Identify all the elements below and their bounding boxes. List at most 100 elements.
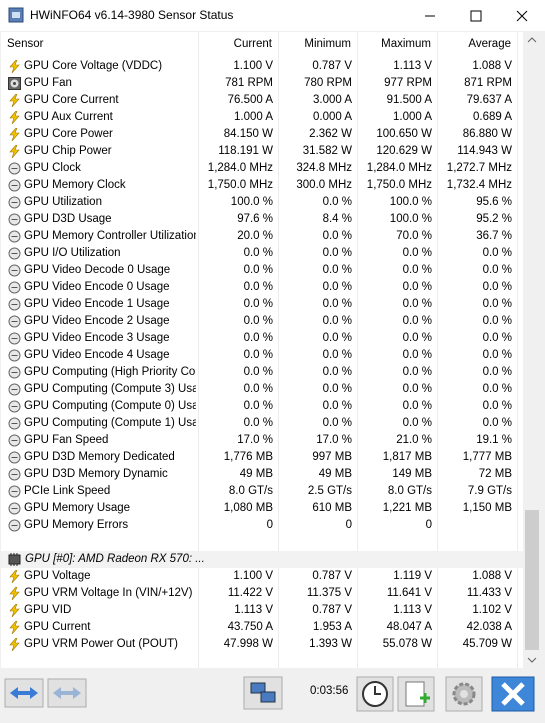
sensor-value: 0.0 % (243, 332, 273, 344)
sensor-value: 0.0 % (482, 298, 512, 310)
sensor-value: 45.709 W (462, 638, 512, 650)
window-controls[interactable] (420, 8, 535, 24)
sensor-value: 0.0 % (482, 264, 512, 276)
sensor-icon (8, 247, 21, 260)
sensor-value: 0.0 % (402, 417, 432, 429)
sensor-value: 1,080 MB (223, 502, 273, 514)
sensor-name: GPU Computing (Compute 3) Usage (24, 383, 196, 395)
column-header[interactable]: Minimum (304, 38, 351, 50)
toolbar: 0:03:56 (0, 668, 545, 723)
sensor-value: 1,750.0 MHz (366, 179, 432, 191)
sensor-value: 1.102 V (472, 604, 512, 616)
sensor-icon (8, 213, 21, 226)
sensor-value: 1.100 V (233, 570, 273, 582)
column-header[interactable]: Maximum (381, 38, 431, 50)
sensor-icon (9, 94, 20, 107)
sensor-icon (8, 451, 21, 464)
sensor-value: 114.943 W (457, 145, 512, 157)
sensor-name: GPU Computing (Compute 1) Usage (24, 417, 196, 429)
sensor-value: 17.0 % (237, 434, 273, 446)
sensor-name: GPU Video Encode 3 Usage (24, 332, 170, 344)
action-buttons[interactable] (356, 676, 536, 712)
sensor-value: 43.750 A (227, 621, 273, 633)
sensor-icon (8, 553, 21, 566)
scrollbar[interactable] (523, 32, 541, 668)
app-icon (8, 7, 24, 23)
column-header[interactable]: Current (233, 38, 272, 50)
sensor-value: 47.998 W (223, 638, 273, 650)
sensor-name: GPU Computing (Compute 0) Usage (24, 400, 196, 412)
sensor-value: 1,150 MB (462, 502, 512, 514)
sensor-value: 324.8 MHz (296, 162, 352, 174)
sensor-value: 0.0 % (482, 247, 512, 259)
sensor-icon (8, 485, 21, 498)
sensor-value: 95.2 % (476, 213, 512, 225)
sensor-name: GPU I/O Utilization (24, 247, 121, 259)
sensor-value: 0.0 % (243, 417, 273, 429)
network-button[interactable] (243, 676, 283, 710)
sensor-value: 36.7 % (476, 230, 512, 242)
sensor-icon (9, 60, 20, 73)
sensor-value: 977 RPM (384, 77, 432, 89)
column-header[interactable]: Average (468, 38, 511, 50)
sensor-value: 0.0 % (402, 298, 432, 310)
sensor-value: 0.0 % (243, 400, 273, 412)
sensor-value: 72 MB (478, 468, 512, 480)
sensor-name: GPU Video Encode 1 Usage (24, 298, 170, 310)
sensor-value: 0.0 % (243, 383, 273, 395)
sensor-value: 17.0 % (316, 434, 352, 446)
sensor-icon (8, 502, 21, 515)
sensor-value: 0.0 % (402, 366, 432, 378)
nav-buttons[interactable] (4, 678, 88, 708)
sensor-value: 0.0 % (322, 247, 352, 259)
sensor-value: 100.0 % (389, 196, 432, 208)
title-bar: HWiNFO64 v6.14-3980 Sensor Status (0, 0, 545, 31)
sensor-value: 0.0 % (402, 281, 432, 293)
sensor-icon (8, 400, 21, 413)
sensor-value: 1.000 A (392, 111, 432, 123)
sensor-value: 0.0 % (482, 383, 512, 395)
sensor-icon (8, 281, 21, 294)
sensor-value: 76.500 A (227, 94, 273, 106)
sensor-value: 0.0 % (322, 366, 352, 378)
column-separator (437, 32, 438, 668)
sensor-name: GPU Fan Speed (24, 434, 109, 446)
sensor-value: 118.191 W (218, 145, 273, 157)
column-header[interactable]: Sensor (7, 38, 44, 50)
sensor-value: 0.0 % (482, 366, 512, 378)
sensor-value: 1,284.0 MHz (366, 162, 432, 174)
sensor-value: 3.000 A (312, 94, 352, 106)
sensor-value: 8.4 % (322, 213, 352, 225)
sensor-icon (9, 570, 20, 583)
sensor-icon (9, 621, 20, 634)
sensor-icon (8, 77, 21, 90)
sensor-value: 11.422 V (227, 587, 273, 599)
sensor-value: 100.650 W (376, 128, 432, 140)
window-title: HWiNFO64 v6.14-3980 Sensor Status (30, 8, 234, 22)
sensor-name: GPU Voltage (24, 570, 91, 582)
sensor-value: 0.0 % (322, 298, 352, 310)
sensor-value: 0.0 % (322, 349, 352, 361)
sensor-name: GPU D3D Usage (24, 213, 112, 225)
sensor-value: 871 RPM (464, 77, 512, 89)
sensor-name: GPU VRM Power Out (POUT) (24, 638, 178, 650)
sensor-value: 0.0 % (482, 281, 512, 293)
sensor-value: 0.0 % (243, 315, 273, 327)
sensor-value: 1.113 V (393, 604, 432, 616)
sensor-value: 55.078 W (382, 638, 432, 650)
sensor-value: 91.500 A (386, 94, 432, 106)
sensor-value: 0.0 % (402, 315, 432, 327)
sensor-value: 95.6 % (476, 196, 512, 208)
sensor-icon (9, 128, 20, 141)
sensor-value: 0.0 % (243, 247, 273, 259)
sensor-value: 0.0 % (322, 400, 352, 412)
sensor-icon (8, 196, 21, 209)
sensor-value: 0.0 % (402, 400, 432, 412)
sensor-value: 1,817 MB (382, 451, 432, 463)
sensor-name: GPU Current (24, 621, 91, 633)
sensor-icon (8, 230, 21, 243)
sensor-value: 11.375 V (306, 587, 352, 599)
sensor-icon (8, 162, 21, 175)
sensor-value: 1.000 A (233, 111, 273, 123)
sensor-value: 0.0 % (322, 315, 352, 327)
